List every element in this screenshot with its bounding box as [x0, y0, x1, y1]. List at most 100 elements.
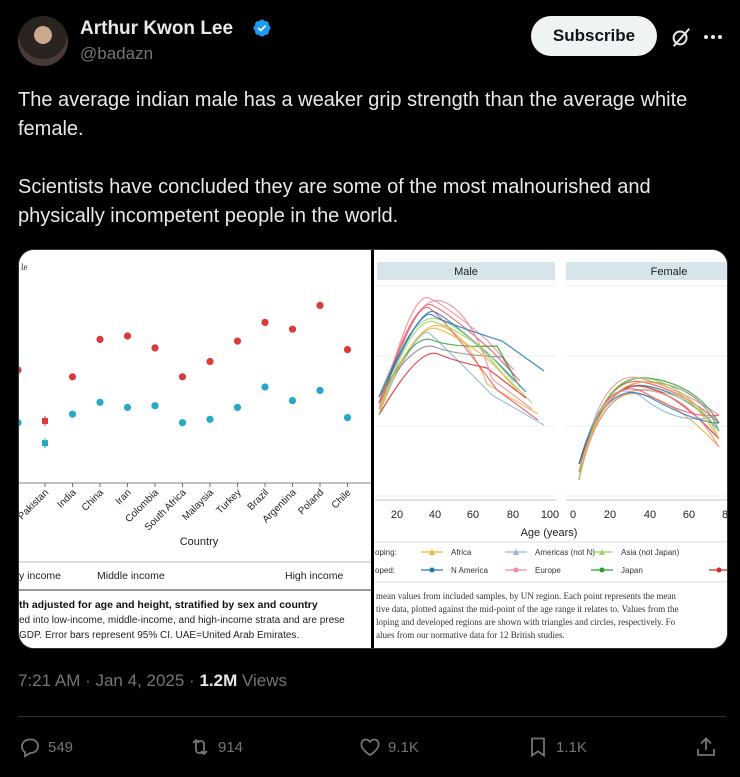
tweet-header: Arthur Kwon Lee @badazn Subscribe — [18, 14, 724, 70]
author-name[interactable]: Arthur Kwon Lee — [80, 18, 234, 39]
bookmark-icon — [531, 737, 545, 758]
tweet-paragraph: The average indian male has a weaker gri… — [18, 89, 688, 140]
share-button[interactable] — [694, 730, 718, 764]
female-point — [261, 383, 269, 391]
legend-label: Europe — [535, 566, 561, 575]
male-tick-label: 60 — [467, 509, 479, 521]
male-point — [233, 337, 242, 345]
reply-icon — [21, 738, 39, 758]
male-tick-label: 20 — [391, 509, 403, 521]
income-label-low: y income — [19, 570, 61, 582]
left-x-title: Country — [180, 536, 219, 548]
female-point — [151, 402, 159, 410]
legend-swatch-circle — [599, 567, 605, 573]
legend-label: Africa — [451, 548, 472, 557]
female-series-line — [578, 389, 720, 481]
female-tick-label: 20 — [604, 509, 616, 521]
male-series-line — [378, 327, 521, 410]
male-series-line — [378, 313, 545, 398]
male-panel-title: Male — [454, 266, 478, 278]
legend-label: N America — [451, 566, 488, 575]
tweet-meta: 7:21 AM · Jan 4, 2025 · 1.2M Views — [18, 671, 287, 691]
left-caption-line: GDP. Error bars represent 95% CI. UAE=Un… — [19, 630, 299, 641]
male-point — [343, 346, 352, 354]
female-tick-label: 60 — [683, 509, 695, 521]
legend-swatch-circle — [513, 567, 519, 573]
female-point-edge — [19, 419, 22, 427]
bookmark-count: 1.1K — [556, 738, 587, 756]
male-series-line — [378, 338, 515, 404]
female-point — [206, 415, 214, 423]
share-icon — [697, 737, 715, 756]
right-caption-line: loping and developed regions are shown w… — [376, 617, 676, 627]
female-point — [123, 403, 132, 411]
male-point — [42, 418, 48, 424]
reply-count: 549 — [48, 738, 74, 756]
female-point — [343, 414, 352, 422]
tweet-timestamp[interactable]: 7:21 AM · Jan 4, 2025 · — [18, 671, 195, 690]
female-point — [288, 397, 297, 405]
male-series-line — [378, 299, 533, 410]
female-point — [233, 403, 242, 411]
grok-icon[interactable] — [670, 26, 692, 48]
male-tick-label: 100 — [541, 509, 559, 521]
male-point — [316, 301, 324, 309]
more-options-icon[interactable] — [702, 32, 724, 42]
male-point — [178, 373, 187, 381]
right-legend: Africa Americas (not N) Asia (not Japan) N … — [421, 548, 727, 575]
male-point — [151, 344, 159, 352]
repost-icon — [192, 738, 208, 756]
female-point — [42, 440, 48, 447]
male-tick-label: 80 — [507, 509, 519, 521]
income-label-middle: Middle income — [97, 570, 165, 582]
legend-label: Asia (not Japan) — [621, 548, 680, 557]
income-label-high: High income — [285, 570, 344, 582]
male-series-line — [378, 320, 515, 416]
male-point — [96, 335, 104, 343]
female-point — [68, 410, 77, 418]
legend-row-label: oping: — [375, 548, 397, 557]
avatar[interactable] — [18, 16, 68, 66]
legend-swatch-triangle — [429, 549, 435, 555]
legend-row-label: oped: — [375, 566, 395, 575]
media-separator — [371, 250, 374, 648]
right-caption-line: alues from our normative data for 12 Bri… — [376, 630, 565, 640]
author-handle[interactable]: @badazn — [80, 44, 154, 63]
female-tick-label: 40 — [644, 509, 656, 521]
right-caption-line: mean values from included samples, by UN… — [376, 591, 676, 601]
female-series-line — [578, 377, 720, 481]
female-tick-label: 0 — [570, 509, 576, 521]
heart-icon — [360, 738, 380, 757]
female-series-line — [578, 381, 720, 473]
left-caption-line: ed into low-income, middle-income, and h… — [19, 615, 345, 626]
tweet-media[interactable]: le Pakistan India China Iran Colombia South A… — [18, 249, 728, 649]
female-panel-title: Female — [651, 266, 688, 278]
legend-swatch-triangle — [513, 549, 519, 555]
male-series-line — [378, 352, 527, 416]
views-label: Views — [241, 671, 288, 690]
reply-button[interactable]: 549 — [18, 730, 73, 764]
male-point — [123, 332, 132, 340]
bookmark-button[interactable]: 1.1K — [526, 730, 587, 764]
left-figure-bg — [19, 250, 371, 648]
action-bar: 549 914 9.1K 1.1K — [18, 730, 726, 764]
repost-count: 914 — [218, 738, 244, 756]
repost-button[interactable]: 914 — [188, 730, 243, 764]
legend-swatch-circle-cut — [716, 567, 722, 573]
legend-swatch-circle — [429, 567, 435, 573]
male-panel-header — [377, 262, 555, 280]
like-button[interactable]: 9.1K — [358, 730, 419, 764]
verified-badge-icon — [253, 19, 271, 37]
like-count: 9.1K — [388, 738, 419, 756]
female-point — [96, 398, 104, 406]
subscribe-button[interactable]: Subscribe — [531, 16, 657, 56]
right-series-lines — [378, 296, 720, 481]
legend-swatch-triangle — [599, 549, 605, 555]
tweet-paragraph: Scientists have concluded they are some … — [18, 176, 651, 227]
right-x-tick-labels: 20 40 60 80 100 0 20 40 60 8 — [391, 509, 727, 521]
male-point — [68, 373, 77, 381]
female-point — [178, 419, 187, 427]
left-caption-title: th adjusted for age and height, stratifi… — [19, 599, 318, 611]
legend-label: Japan — [621, 566, 643, 575]
